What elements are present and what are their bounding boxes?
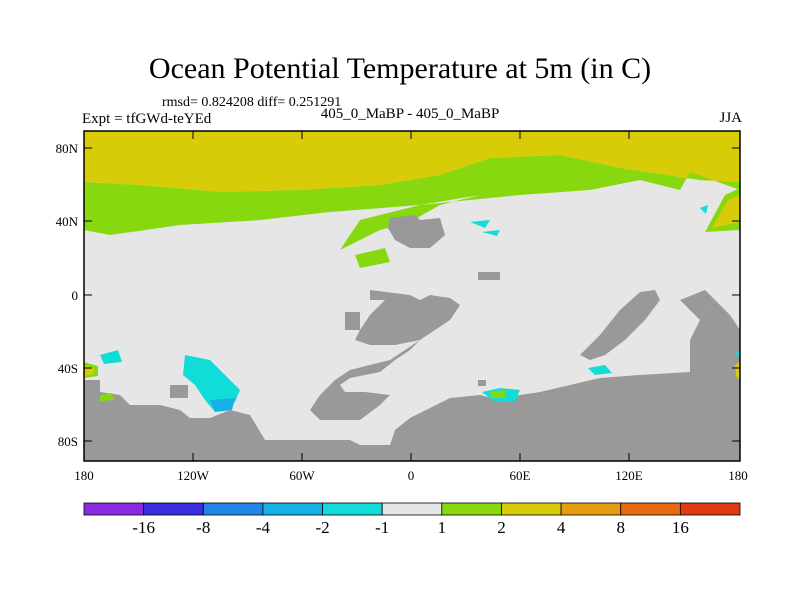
lat-tick-40n: 40N xyxy=(55,214,78,229)
lat-tick-80n: 80N xyxy=(55,141,78,156)
lon-tick-120e: 120E xyxy=(615,468,643,483)
colorbar-swatch-5 xyxy=(381,502,443,516)
land-sa-fragment xyxy=(345,312,360,330)
sw-cyan-patch xyxy=(100,350,122,364)
pacific-cyan-patch xyxy=(183,355,240,412)
colorbar-label: -4 xyxy=(255,518,270,537)
colorbar-label: 8 xyxy=(616,518,625,537)
lat-tick-40s: 40S xyxy=(57,361,78,376)
lat-tick-0: 0 xyxy=(71,288,79,303)
small-cyan-north-2 xyxy=(482,230,500,236)
colorbar-label: -2 xyxy=(315,518,330,537)
land-australia xyxy=(580,290,660,360)
rmsd-diff-stats: rmsd= 0.824208 diff= 0.251291 xyxy=(162,95,342,110)
colorbar-label: 4 xyxy=(556,518,566,537)
case-comparison-label: 405_0_MaBP - 405_0_MaBP xyxy=(320,106,500,122)
land-south-america xyxy=(310,290,460,420)
tick-marks xyxy=(84,131,740,461)
land-africa xyxy=(388,215,445,248)
experiment-label: Expt = tfGWd-teYEd xyxy=(82,111,212,127)
colorbar-label: 16 xyxy=(671,518,689,537)
colorbar-swatch-8 xyxy=(560,502,622,516)
colorbar-label: -8 xyxy=(196,518,211,537)
small-cyan-east xyxy=(700,205,708,214)
colorbar-swatch-2 xyxy=(202,502,264,516)
ne-pacific-yellow xyxy=(712,195,740,228)
colorbar-swatch-10 xyxy=(679,502,741,516)
arctic-warm-band xyxy=(84,131,740,192)
colorbar-label: 2 xyxy=(497,518,506,537)
atlantic-green-patch xyxy=(355,248,390,268)
land-east-ridge xyxy=(680,290,715,320)
indian-green-patch xyxy=(490,390,505,398)
australia-cyan-patch xyxy=(588,365,612,375)
lon-tick-180e: 180 xyxy=(728,468,748,483)
colorbar-label: -16 xyxy=(132,518,155,537)
land-central-north xyxy=(478,272,500,280)
lon-tick-180w: 180 xyxy=(74,468,94,483)
colorbar-swatch-3 xyxy=(262,502,323,516)
small-cyan-north xyxy=(470,220,490,228)
colorbar-label: -1 xyxy=(375,518,390,537)
east-cyan-dot xyxy=(735,350,740,358)
colorbar-label: 1 xyxy=(437,518,447,537)
colorbar-swatch-1 xyxy=(143,502,204,516)
colorbar-swatch-4 xyxy=(322,502,383,516)
colorbar-swatch-7 xyxy=(501,502,562,516)
plot-title: Ocean Potential Temperature at 5m (in C) xyxy=(148,52,652,85)
lon-tick-120w: 120W xyxy=(177,468,209,483)
northern-green-band xyxy=(84,155,740,250)
map-frame xyxy=(83,130,741,462)
colorbar-swatch-6 xyxy=(441,502,502,516)
season-label: JJA xyxy=(719,110,742,126)
sw-green-2 xyxy=(100,393,114,401)
land-indian-fragment xyxy=(478,380,486,386)
colorbar-swatch-9 xyxy=(620,502,681,516)
lon-tick-60w: 60W xyxy=(289,468,315,483)
land-southern-islands xyxy=(170,385,188,398)
colorbar-swatch-0 xyxy=(83,502,145,516)
lon-tick-0: 0 xyxy=(407,468,415,483)
pacific-blue-patch xyxy=(210,398,235,412)
land-antarctica xyxy=(84,300,740,461)
colorbar xyxy=(83,502,741,516)
lon-tick-60e: 60E xyxy=(509,468,531,483)
east-yellow-edge xyxy=(735,362,740,380)
lat-tick-80s: 80S xyxy=(57,434,78,449)
